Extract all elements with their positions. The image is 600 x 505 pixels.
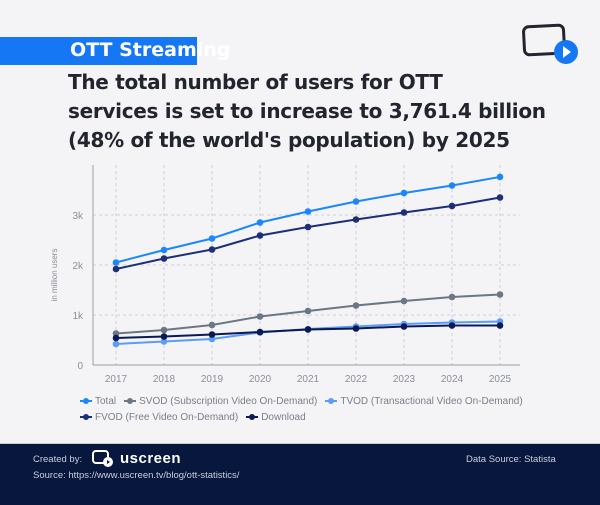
data-point xyxy=(208,235,216,242)
data-point xyxy=(208,331,216,338)
data-point xyxy=(160,246,168,254)
legend-item-download[interactable]: Download xyxy=(246,412,306,423)
data-point xyxy=(448,202,456,210)
legend-item-total[interactable]: Total xyxy=(80,396,116,407)
data-point xyxy=(304,307,312,315)
title-line: (48% of the world's population) by 2025 xyxy=(68,128,510,152)
data-point xyxy=(352,302,360,309)
data-point xyxy=(448,182,456,189)
data-point xyxy=(400,297,408,305)
data-point xyxy=(448,322,456,329)
footer: Created by: uscreen Source: https://www.… xyxy=(0,443,600,505)
data-point xyxy=(352,216,360,223)
data-point xyxy=(256,232,264,239)
x-tick-label: 2022 xyxy=(345,374,368,385)
page-title: The total number of users for OTT servic… xyxy=(68,68,546,155)
x-tick-label: 2019 xyxy=(201,374,224,385)
x-tick-label: 2024 xyxy=(441,374,464,385)
data-point xyxy=(160,338,168,345)
source-link[interactable]: Source: https://www.uscreen.tv/blog/ott-… xyxy=(33,470,240,481)
data-point xyxy=(448,293,456,301)
data-point xyxy=(256,328,264,336)
y-tick-label: 2k xyxy=(72,261,84,272)
data-point xyxy=(496,173,504,181)
data-point xyxy=(304,223,312,231)
x-tick-label: 2025 xyxy=(489,374,512,385)
legend-item-fvod[interactable]: FVOD (Free Video On-Demand) xyxy=(80,412,238,423)
legend-item-svod[interactable]: SVOD (Subscription Video On-Demand) xyxy=(124,396,317,407)
data-point xyxy=(496,194,504,201)
x-tick-label: 2018 xyxy=(153,374,176,385)
y-tick-label: 3k xyxy=(72,211,84,222)
data-point xyxy=(208,321,216,329)
data-point xyxy=(400,189,408,197)
data-point xyxy=(160,326,168,334)
data-point xyxy=(352,325,360,332)
data-point xyxy=(304,208,312,215)
title-line: The total number of users for OTT xyxy=(68,70,443,94)
data-point xyxy=(160,333,168,340)
data-point xyxy=(496,322,504,329)
data-point xyxy=(112,265,120,273)
data-point xyxy=(496,291,504,298)
data-point xyxy=(112,340,120,348)
data-point xyxy=(400,209,408,216)
line-chart: 0 1k 2k 3k 2017 2018 2019 2020 2021 2022 2023 2024 2… xyxy=(50,165,520,385)
y-axis-label: in million users xyxy=(50,249,59,302)
banner-label: OTT Streaming xyxy=(70,39,231,61)
category-banner: OTT Streaming xyxy=(0,37,230,65)
data-point xyxy=(256,313,264,320)
video-play-icon xyxy=(522,23,578,64)
title-line: services is set to increase to 3,761.4 b… xyxy=(68,99,546,123)
data-point xyxy=(400,323,408,330)
y-tick-label: 1k xyxy=(72,311,84,322)
data-point xyxy=(208,246,216,253)
uscreen-logo: uscreen xyxy=(92,449,181,467)
x-tick-label: 2020 xyxy=(249,374,272,385)
y-tick-label: 0 xyxy=(77,361,83,372)
uscreen-logo-icon xyxy=(92,450,113,467)
data-point xyxy=(352,198,360,205)
x-tick-label: 2023 xyxy=(393,374,416,385)
data-point xyxy=(112,334,120,342)
data-point xyxy=(256,219,264,226)
data-point xyxy=(112,259,120,266)
data-point xyxy=(160,255,168,262)
created-by-label: Created by: xyxy=(33,454,83,465)
x-tick-label: 2017 xyxy=(105,374,128,385)
legend: Total SVOD (Subscription Video On-Demand… xyxy=(80,393,523,425)
data-source: Data Source: Statista xyxy=(466,454,556,465)
data-point xyxy=(304,326,312,333)
x-tick-label: 2021 xyxy=(297,374,320,385)
legend-item-tvod[interactable]: TVOD (Transactional Video On-Demand) xyxy=(325,396,523,407)
